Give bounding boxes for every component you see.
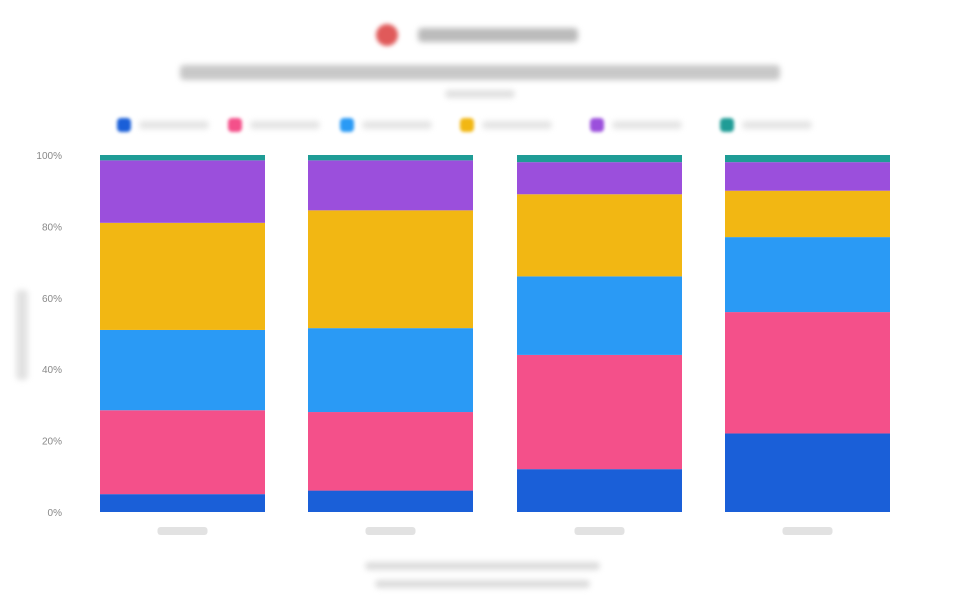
bar-segment bbox=[517, 276, 682, 355]
y-tick-label: 20% bbox=[42, 437, 62, 448]
bar-segment bbox=[725, 312, 890, 434]
chart-subtitle bbox=[445, 90, 515, 98]
bar-segment bbox=[308, 210, 473, 329]
legend-label bbox=[250, 121, 320, 129]
bar-segment bbox=[100, 494, 265, 512]
bar-segment bbox=[308, 328, 473, 413]
y-axis-label bbox=[16, 290, 28, 380]
y-tick-label: 40% bbox=[42, 365, 62, 376]
bar-segment bbox=[725, 190, 890, 238]
x-tick-label-placeholder bbox=[157, 527, 208, 535]
legend-label bbox=[482, 121, 552, 129]
legend-marker[interactable] bbox=[340, 118, 354, 132]
bar-segment bbox=[308, 490, 473, 512]
footnote-line-2 bbox=[375, 580, 590, 588]
x-tick-label-placeholder bbox=[574, 527, 625, 535]
bar-segment bbox=[517, 194, 682, 277]
bar-segment bbox=[517, 155, 682, 163]
legend-marker[interactable] bbox=[117, 118, 131, 132]
bar-segment bbox=[308, 412, 473, 491]
bar-segment bbox=[100, 222, 265, 330]
legend-marker[interactable] bbox=[590, 118, 604, 132]
x-tick-label-placeholder bbox=[365, 527, 416, 535]
bar-segment bbox=[308, 160, 473, 211]
chart-title bbox=[180, 65, 780, 80]
legend-label bbox=[612, 121, 682, 129]
bar-segment bbox=[517, 469, 682, 512]
bar-segment bbox=[100, 329, 265, 411]
bar-segment bbox=[725, 155, 890, 163]
bar-segment bbox=[308, 155, 473, 161]
bar-segment bbox=[517, 162, 682, 195]
bar-segment bbox=[517, 354, 682, 470]
brand-name-text bbox=[418, 28, 578, 42]
legend-marker[interactable] bbox=[460, 118, 474, 132]
bar-segment bbox=[100, 155, 265, 161]
y-tick-label: 60% bbox=[42, 294, 62, 305]
bar-segment bbox=[725, 237, 890, 313]
bar-segment bbox=[100, 160, 265, 223]
y-tick-label: 80% bbox=[42, 222, 62, 233]
brand-logo-icon bbox=[376, 24, 398, 46]
bar-segment bbox=[725, 162, 890, 191]
bar-segment bbox=[725, 433, 890, 512]
legend-marker[interactable] bbox=[228, 118, 242, 132]
legend-marker[interactable] bbox=[720, 118, 734, 132]
bar-segment bbox=[100, 410, 265, 495]
x-tick-label-placeholder bbox=[782, 527, 833, 535]
legend-label bbox=[742, 121, 812, 129]
footnote-line-1 bbox=[365, 562, 600, 570]
y-tick-label: 100% bbox=[36, 151, 62, 162]
legend-label bbox=[139, 121, 209, 129]
legend-label bbox=[362, 121, 432, 129]
y-tick-label: 0% bbox=[48, 508, 63, 519]
